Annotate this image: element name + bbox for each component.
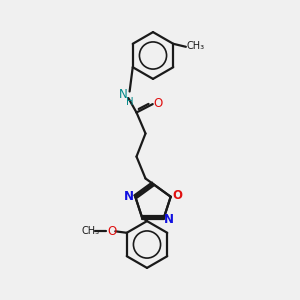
Text: O: O bbox=[172, 189, 182, 202]
Text: H: H bbox=[126, 97, 133, 107]
Text: N: N bbox=[164, 213, 174, 226]
Text: N: N bbox=[118, 88, 127, 101]
Text: N: N bbox=[124, 190, 134, 203]
Text: O: O bbox=[107, 225, 116, 238]
Text: CH₃: CH₃ bbox=[187, 41, 205, 52]
Text: CH₃: CH₃ bbox=[81, 226, 99, 236]
Text: O: O bbox=[153, 97, 162, 110]
